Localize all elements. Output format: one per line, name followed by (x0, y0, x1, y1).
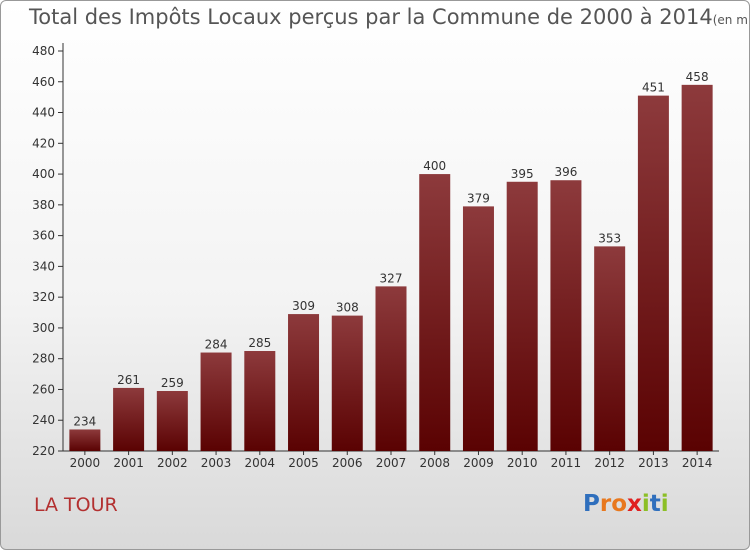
y-tick-label: 220 (32, 444, 55, 458)
logo-letter: t (649, 491, 661, 517)
bar-value-label: 395 (511, 167, 534, 181)
bar (681, 84, 713, 451)
logo-letter: i (660, 491, 669, 517)
y-tick-label: 460 (32, 75, 55, 89)
bar-value-label: 396 (554, 165, 577, 179)
x-tick-label: 2009 (463, 456, 494, 470)
y-tick-label: 400 (32, 167, 55, 181)
bar (288, 314, 320, 451)
bar-value-label: 259 (161, 376, 184, 390)
x-tick-label: 2014 (682, 456, 713, 470)
y-tick-label: 440 (32, 106, 55, 120)
bar (550, 180, 582, 451)
bar (156, 391, 188, 451)
y-tick-label: 280 (32, 352, 55, 366)
logo-letter: P (583, 491, 600, 517)
x-tick-label: 2007 (376, 456, 407, 470)
y-tick-label: 420 (32, 136, 55, 150)
x-tick-label: 2002 (157, 456, 188, 470)
x-tick-label: 2008 (419, 456, 450, 470)
bar (331, 315, 363, 451)
bar-value-label: 285 (248, 336, 271, 350)
logo-letter: i (641, 491, 650, 517)
logo-letter: r (599, 491, 612, 517)
bar (419, 174, 451, 452)
x-tick-label: 2000 (70, 456, 101, 470)
bar (69, 429, 101, 451)
bar-value-label: 353 (598, 231, 621, 245)
proxiti-logo: Proxiti (583, 491, 669, 517)
bar-value-label: 284 (205, 338, 228, 352)
bar (594, 246, 626, 451)
bar-value-label: 327 (380, 271, 403, 285)
bar-value-label: 261 (117, 373, 140, 387)
x-tick-label: 2013 (638, 456, 669, 470)
y-tick-label: 300 (32, 321, 55, 335)
bar (113, 387, 145, 451)
logo-letter: x (627, 491, 642, 517)
logo-letter: o (611, 491, 628, 517)
x-tick-label: 2012 (594, 456, 625, 470)
x-tick-label: 2004 (245, 456, 276, 470)
x-tick-label: 2001 (113, 456, 144, 470)
bar-value-label: 400 (423, 159, 446, 173)
bar-value-label: 234 (73, 414, 96, 428)
commune-name: LA TOUR (34, 494, 118, 516)
y-tick-label: 360 (32, 229, 55, 243)
bar (462, 206, 494, 451)
bar (244, 351, 276, 451)
bar (637, 95, 669, 451)
y-tick-label: 260 (32, 382, 55, 396)
chart-unit: (en milliers d'€) (712, 13, 750, 27)
y-tick-label: 340 (32, 259, 55, 273)
bar-value-label: 308 (336, 301, 359, 315)
bar-value-label: 309 (292, 299, 315, 313)
y-tick-label: 380 (32, 198, 55, 212)
x-tick-label: 2005 (288, 456, 319, 470)
chart-title: Total des Impôts Locaux perçus par la Co… (29, 5, 750, 29)
x-tick-label: 2010 (507, 456, 538, 470)
x-tick-label: 2006 (332, 456, 363, 470)
bar-value-label: 458 (686, 70, 709, 84)
x-tick-label: 2003 (201, 456, 232, 470)
y-tick-label: 320 (32, 290, 55, 304)
y-tick-label: 480 (32, 44, 55, 58)
bar (506, 181, 538, 451)
bar-value-label: 451 (642, 81, 665, 95)
y-tick-label: 240 (32, 413, 55, 427)
bar (375, 286, 407, 451)
x-tick-label: 2011 (551, 456, 582, 470)
bar-value-label: 379 (467, 191, 490, 205)
chart-title-text: Total des Impôts Locaux perçus par la Co… (29, 5, 713, 29)
bar (200, 352, 232, 451)
